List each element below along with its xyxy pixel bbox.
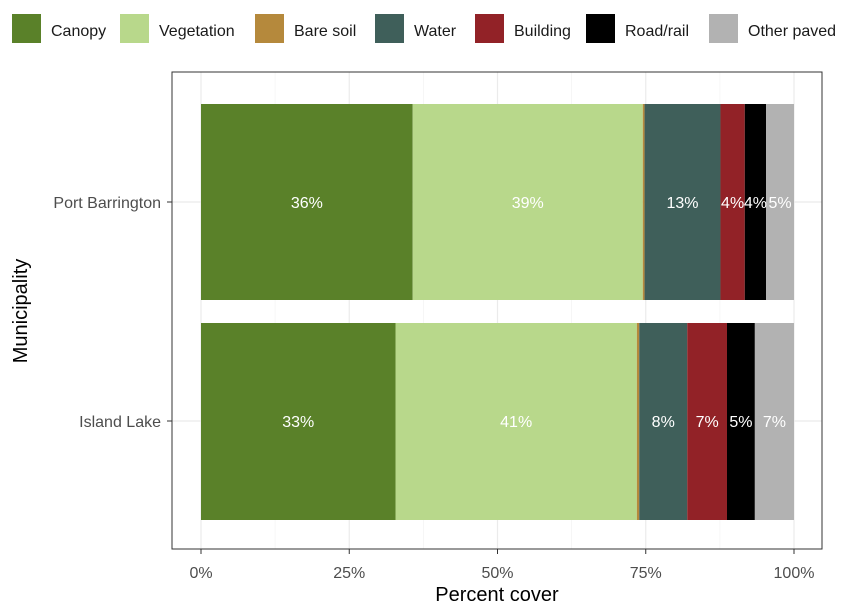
legend-label-building: Building (514, 23, 571, 40)
legend-key-other-paved (709, 14, 738, 43)
bar-label-port-barrington-other-paved: 5% (769, 195, 792, 212)
legend-label-bare-soil: Bare soil (294, 23, 356, 40)
legend-label-water: Water (414, 23, 457, 40)
bar-label-port-barrington-canopy: 36% (291, 195, 323, 212)
x-tick-label-0: 0% (189, 565, 212, 582)
legend-key-vegetation (120, 14, 149, 43)
bar-port-barrington-building (720, 104, 745, 300)
bar-port-barrington-road-rail (744, 104, 767, 300)
legend-key-canopy (12, 14, 41, 43)
bar-island-lake-other-paved (754, 323, 794, 520)
legend-key-water (375, 14, 404, 43)
legend: Canopy Vegetation Bare soil Water Building Ro… (12, 14, 836, 43)
y-axis: Port Barrington Island Lake (53, 195, 172, 431)
bar-port-barrington-other-paved (766, 104, 794, 300)
bars (201, 104, 794, 520)
bar-labels: 36% 39% 13% 4% 4% 5%33% 41% 8% 7% 5% 7% (282, 195, 791, 431)
bar-label-port-barrington-water: 13% (667, 195, 699, 212)
x-tick-label-1: 25% (333, 565, 365, 582)
bar-island-lake-bare-soil (636, 323, 640, 520)
legend-label-road-rail: Road/rail (625, 23, 689, 40)
legend-key-bare-soil (255, 14, 284, 43)
bar-port-barrington-vegetation (412, 104, 643, 300)
bar-label-port-barrington-building: 4% (721, 195, 744, 212)
x-axis-title: Percent cover (435, 584, 559, 606)
bar-label-port-barrington-vegetation: 39% (512, 195, 544, 212)
bar-label-island-lake-canopy: 33% (282, 414, 314, 431)
legend-key-road-rail (586, 14, 615, 43)
bar-island-lake-road-rail (726, 323, 755, 520)
bar-island-lake-vegetation (395, 323, 637, 520)
bar-island-lake-canopy (201, 323, 396, 520)
x-tick-label-4: 100% (774, 565, 815, 582)
legend-key-building (475, 14, 504, 43)
bar-port-barrington-canopy (201, 104, 413, 300)
legend-label-canopy: Canopy (51, 23, 106, 40)
bar-label-island-lake-road-rail: 5% (729, 414, 752, 431)
legend-label-other-paved: Other paved (748, 23, 836, 40)
bar-island-lake-water (639, 323, 688, 520)
bar-label-island-lake-water: 8% (652, 414, 675, 431)
y-tick-label-port-barrington: Port Barrington (53, 195, 161, 212)
legend-label-vegetation: Vegetation (159, 23, 235, 40)
x-axis: 0% 25% 50% 75% 100% (189, 549, 814, 582)
x-tick-label-2: 50% (481, 565, 513, 582)
bar-label-island-lake-other-paved: 7% (763, 414, 786, 431)
bar-island-lake-building (687, 323, 727, 520)
bar-port-barrington-water (644, 104, 721, 300)
bar-label-island-lake-vegetation: 41% (500, 414, 532, 431)
bar-label-port-barrington-road-rail: 4% (744, 195, 767, 212)
y-tick-label-island-lake: Island Lake (79, 414, 161, 431)
bar-label-island-lake-building: 7% (696, 414, 719, 431)
y-axis-title: Municipality (10, 259, 32, 363)
bar-port-barrington-bare-soil (642, 104, 645, 300)
x-tick-label-3: 75% (630, 565, 662, 582)
